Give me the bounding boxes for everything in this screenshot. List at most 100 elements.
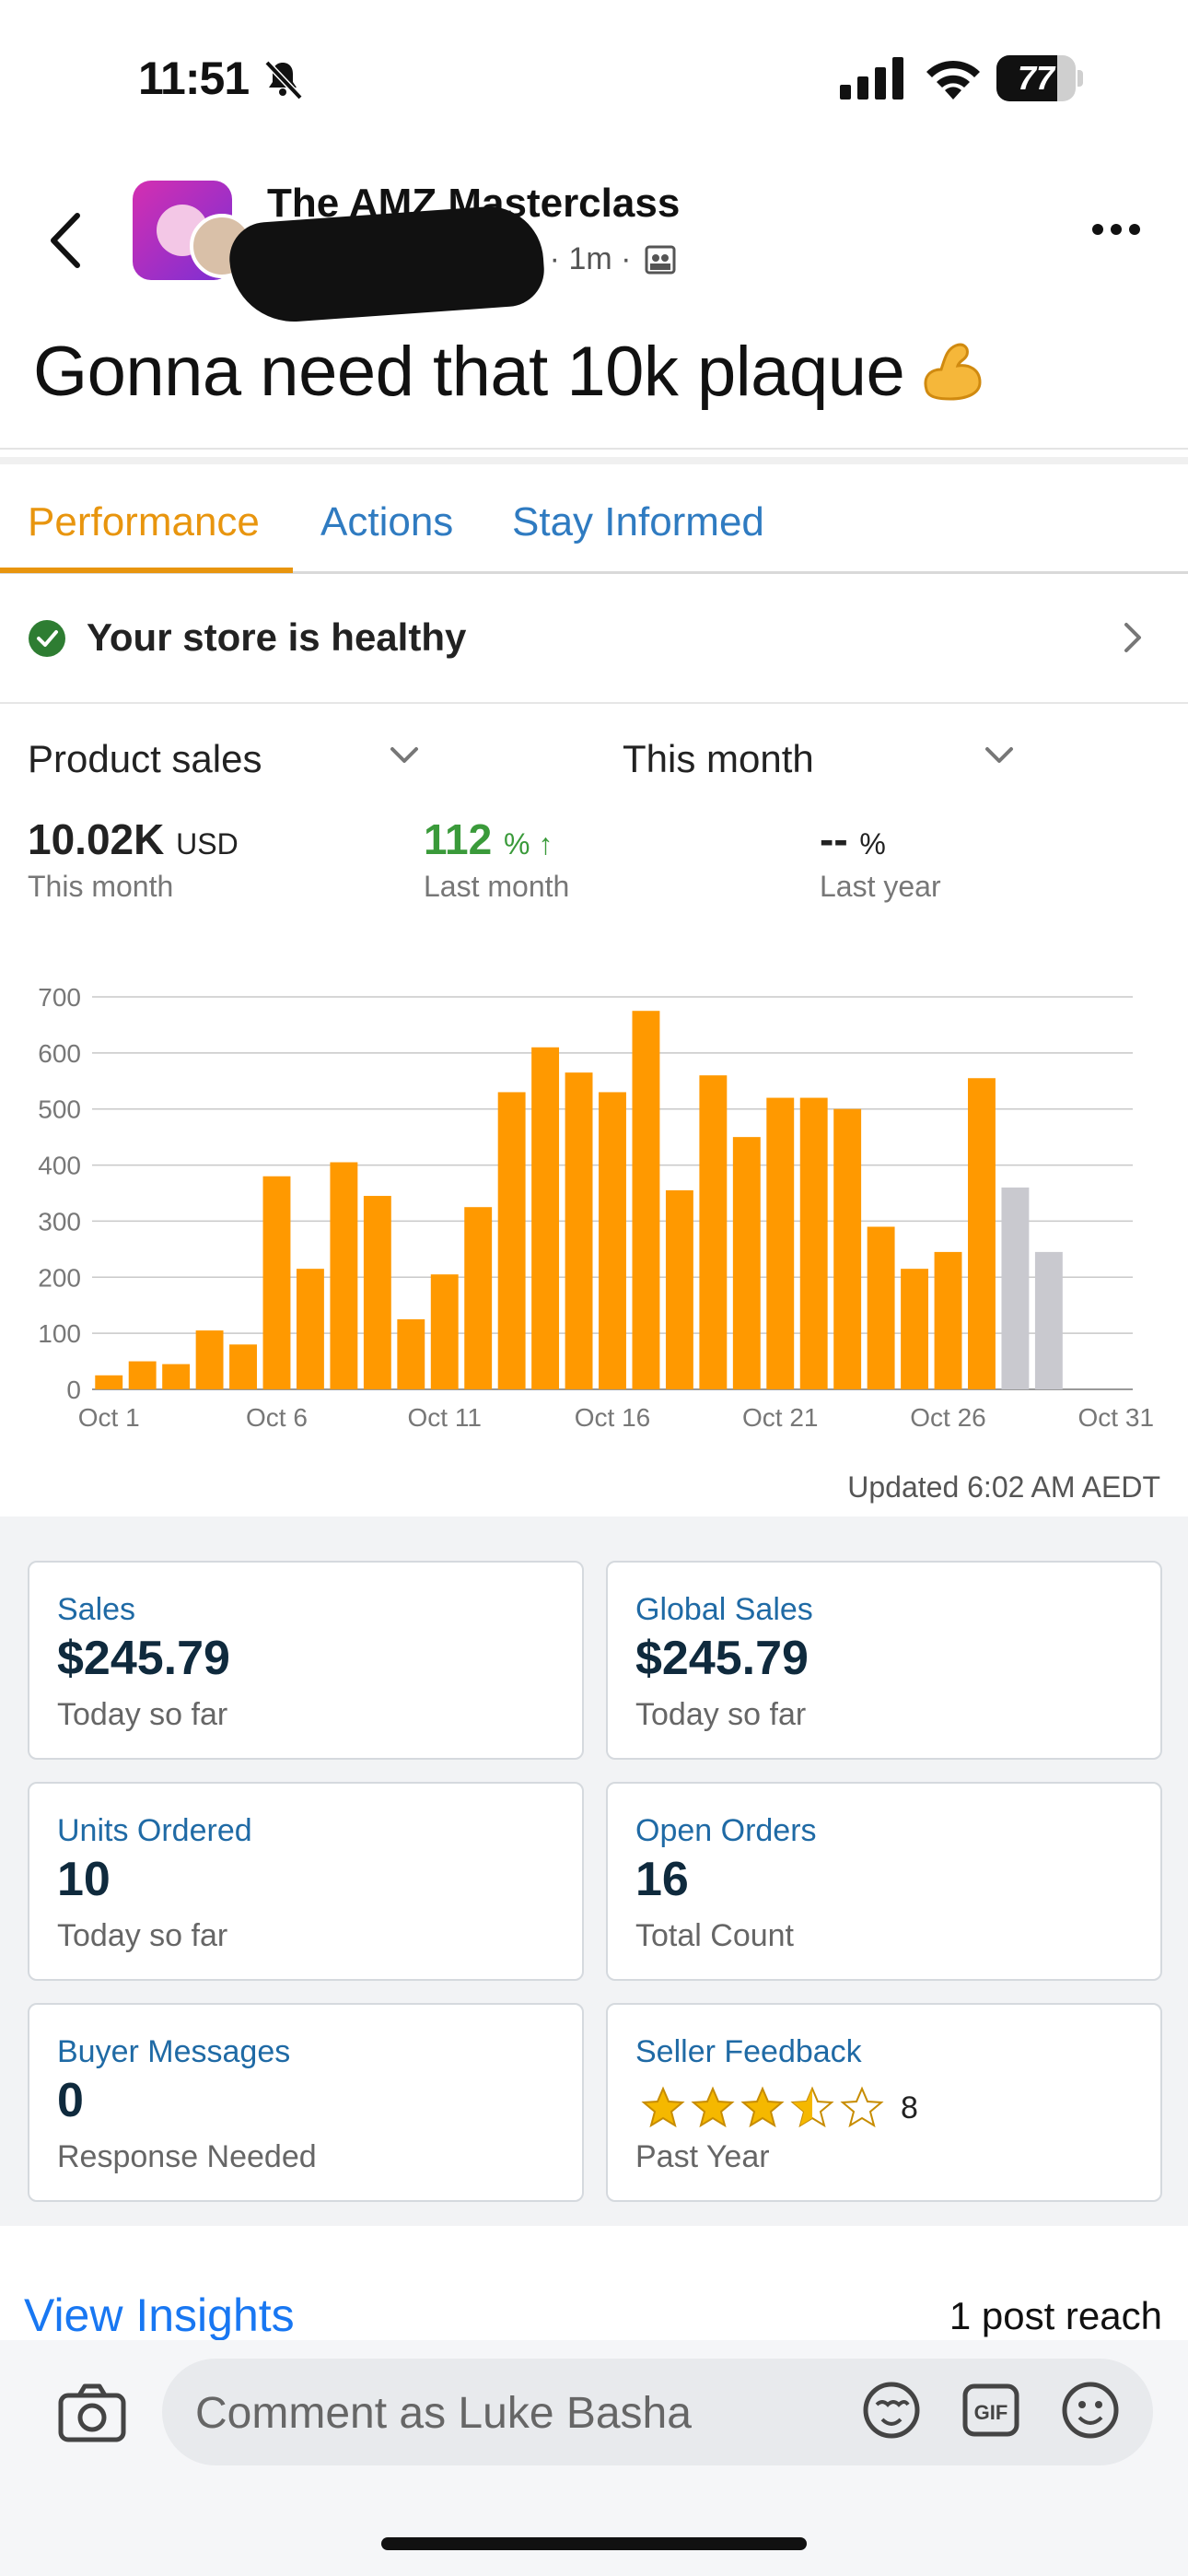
post-reach: 1 post reach xyxy=(949,2294,1162,2337)
tab-actions[interactable]: Actions xyxy=(320,499,454,544)
chart-bar[interactable] xyxy=(95,1375,123,1389)
camera-icon[interactable] xyxy=(55,2381,129,2445)
chart-bar[interactable] xyxy=(1001,1187,1030,1389)
y-tick-label: 500 xyxy=(38,1095,81,1124)
metric-vs-last-month: 112 % ↑ xyxy=(424,815,553,863)
divider xyxy=(0,448,1188,450)
chart-bar[interactable] xyxy=(632,1011,660,1389)
card-subtitle: Today so far xyxy=(57,1918,228,1953)
tab-performance[interactable]: Performance xyxy=(28,499,260,544)
y-tick-label: 0 xyxy=(66,1376,81,1404)
view-insights-link[interactable]: View Insights xyxy=(24,2289,295,2341)
y-tick-label: 400 xyxy=(38,1152,81,1180)
y-tick-label: 200 xyxy=(38,1263,81,1292)
star-full-icon xyxy=(691,2086,735,2128)
chart-bar[interactable] xyxy=(901,1269,929,1389)
check-circle-icon xyxy=(29,620,65,657)
metric-caption: Last month xyxy=(424,870,570,903)
star-half-icon xyxy=(790,2086,834,2128)
back-chevron-icon[interactable] xyxy=(42,208,88,273)
active-tab-indicator xyxy=(0,568,293,573)
gif-icon[interactable]: GIF xyxy=(958,2377,1024,2443)
chart-bar[interactable] xyxy=(128,1361,157,1389)
card-title: Sales xyxy=(57,1592,136,1627)
card-units-ordered[interactable]: Units Ordered 10 Today so far xyxy=(28,1782,584,1981)
chart-bar[interactable] xyxy=(599,1092,626,1389)
x-tick-label: Oct 11 xyxy=(408,1403,482,1432)
chart-bar[interactable] xyxy=(799,1097,828,1389)
bell-muted-icon xyxy=(264,60,303,100)
card-subtitle: Response Needed xyxy=(57,2139,317,2174)
comment-placeholder: Comment as Luke Basha xyxy=(195,2389,692,2438)
post-text: Gonna need that 10k plaque xyxy=(33,332,987,412)
card-title: Seller Feedback xyxy=(635,2034,862,2069)
comment-input[interactable] xyxy=(162,2359,1153,2465)
tab-bar-border xyxy=(0,571,1188,574)
card-title: Units Ordered xyxy=(57,1813,252,1848)
chart-bar[interactable] xyxy=(665,1189,693,1389)
cellular-signal-icon xyxy=(840,57,903,100)
chart-bar[interactable] xyxy=(363,1196,391,1389)
card-subtitle: Today so far xyxy=(57,1697,228,1732)
chart-bar[interactable] xyxy=(330,1162,358,1389)
metric-caption: This month xyxy=(28,870,174,903)
chart-bar[interactable] xyxy=(397,1318,425,1389)
card-title: Global Sales xyxy=(635,1592,813,1627)
metric-this-month: 10.02K USD xyxy=(28,815,239,863)
more-options-icon[interactable] xyxy=(1092,223,1147,251)
store-health-row[interactable] xyxy=(0,577,1188,704)
chart-bar[interactable] xyxy=(497,1092,526,1389)
chart-bar[interactable] xyxy=(464,1207,493,1389)
chart-bar[interactable] xyxy=(766,1097,795,1389)
chart-bar[interactable] xyxy=(833,1108,862,1389)
divider xyxy=(0,457,1188,464)
battery-percent: 77 xyxy=(1017,59,1055,97)
chevron-down-icon[interactable] xyxy=(984,744,1015,767)
emoji-icon[interactable] xyxy=(1057,2377,1124,2443)
svg-text:GIF: GIF xyxy=(974,2401,1008,2424)
chevron-down-icon[interactable] xyxy=(389,744,420,767)
card-subtitle: Past Year xyxy=(635,2139,770,2174)
chart-bar[interactable] xyxy=(195,1330,224,1389)
chart-bar[interactable] xyxy=(968,1078,996,1389)
y-tick-label: 100 xyxy=(38,1319,81,1348)
chart-bar[interactable] xyxy=(296,1269,324,1389)
chart-bar[interactable] xyxy=(565,1072,593,1389)
y-tick-label: 600 xyxy=(38,1039,81,1068)
x-tick-label: Oct 31 xyxy=(1078,1403,1154,1432)
updated-timestamp: Updated 6:02 AM AEDT xyxy=(847,1470,1160,1504)
card-subtitle: Total Count xyxy=(635,1918,794,1953)
chart-bar[interactable] xyxy=(1034,1251,1063,1389)
wifi-icon xyxy=(926,60,980,100)
tab-stay-informed[interactable]: Stay Informed xyxy=(512,499,764,544)
feedback-count: 8 xyxy=(901,2090,918,2125)
tab-bar: Performance Actions Stay Informed xyxy=(0,468,1188,573)
chart-bar[interactable] xyxy=(531,1047,560,1389)
chart-bar[interactable] xyxy=(699,1075,728,1389)
card-sales[interactable]: Sales $245.79 Today so far xyxy=(28,1561,584,1760)
card-value: $245.79 xyxy=(57,1632,230,1685)
chart-bar[interactable] xyxy=(229,1344,257,1389)
y-tick-label: 700 xyxy=(38,983,81,1012)
metric-vs-last-year: -- % xyxy=(820,815,886,863)
chart-bar[interactable] xyxy=(934,1251,962,1389)
star-rating: 8 xyxy=(641,2086,918,2130)
x-tick-label: Oct 21 xyxy=(742,1403,818,1432)
x-tick-label: Oct 16 xyxy=(575,1403,650,1432)
chart-bar[interactable] xyxy=(430,1274,459,1389)
chart-bar[interactable] xyxy=(162,1364,191,1389)
chart-bar[interactable] xyxy=(262,1176,291,1389)
chart-bar[interactable] xyxy=(732,1137,761,1389)
card-seller-feedback[interactable]: Seller Feedback 8 Past Year xyxy=(606,2003,1162,2202)
metric-caption: Last year xyxy=(820,870,941,903)
card-global-sales[interactable]: Global Sales $245.79 Today so far xyxy=(606,1561,1162,1760)
metric-dropdown[interactable]: Product sales xyxy=(28,737,262,780)
chart-bar[interactable] xyxy=(867,1226,895,1389)
card-title: Open Orders xyxy=(635,1813,817,1848)
card-buyer-messages[interactable]: Buyer Messages 0 Response Needed xyxy=(28,2003,584,2202)
card-title: Buyer Messages xyxy=(57,2034,291,2069)
y-tick-label: 300 xyxy=(38,1207,81,1235)
period-dropdown[interactable]: This month xyxy=(623,737,814,780)
avatar-sticker-icon[interactable] xyxy=(858,2377,925,2443)
card-open-orders[interactable]: Open Orders 16 Total Count xyxy=(606,1782,1162,1981)
